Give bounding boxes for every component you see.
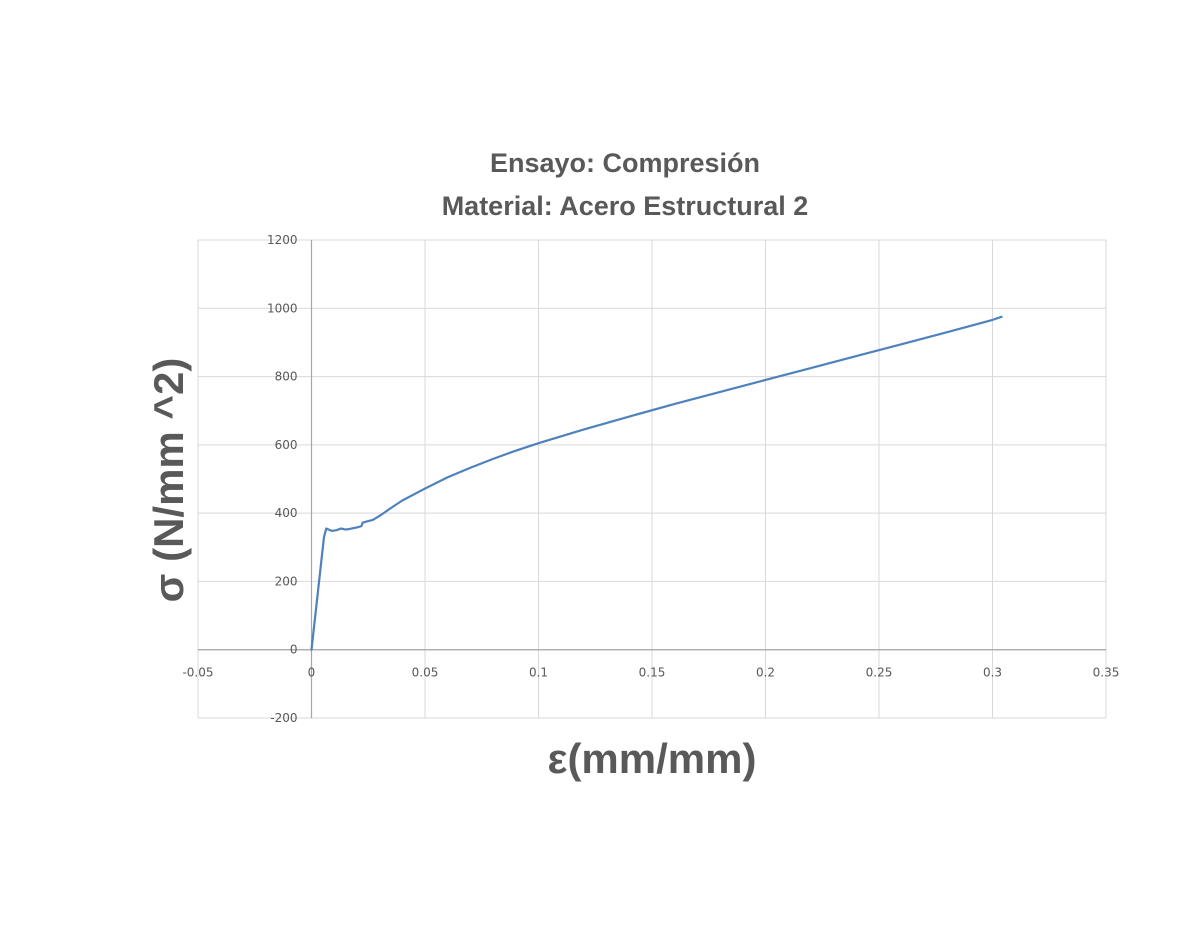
chart-title-line-2: Material: Acero Estructural 2 bbox=[442, 191, 809, 221]
y-tick-label: 1000 bbox=[267, 301, 298, 315]
x-tick-label: 0.1 bbox=[529, 666, 548, 680]
x-tick-label: 0.25 bbox=[866, 666, 893, 680]
y-tick-label: 1200 bbox=[267, 233, 298, 247]
x-axis-title: ε(mm/mm) bbox=[548, 735, 757, 782]
y-tick-label: 600 bbox=[275, 438, 298, 452]
chart-title-line-1: Ensayo: Compresión bbox=[490, 148, 760, 178]
y-axis-title: σ (N/mm ^2) bbox=[145, 358, 192, 603]
series-layer bbox=[310, 315, 1003, 651]
x-tick-label: 0.2 bbox=[756, 666, 775, 680]
series-line bbox=[310, 315, 1003, 651]
x-tick-label: 0 bbox=[308, 666, 316, 680]
y-tick-label: 800 bbox=[275, 370, 298, 384]
x-tick-label: 0.15 bbox=[639, 666, 666, 680]
y-tick-label: 0 bbox=[290, 643, 298, 657]
y-tick-label: -200 bbox=[270, 711, 297, 725]
y-tick-label: 400 bbox=[275, 506, 298, 520]
x-tick-label: 0.05 bbox=[412, 666, 439, 680]
x-tick-label: 0.3 bbox=[983, 666, 1002, 680]
y-tick-label: 200 bbox=[275, 574, 298, 588]
tick-labels: -0.05 0 0.05 0.1 0.15 0.2 0.25 0.3 0.35 -200 0 200 4… bbox=[182, 233, 1119, 725]
x-tick-label: 0.35 bbox=[1093, 666, 1120, 680]
axes bbox=[198, 240, 1106, 718]
x-tick-label: -0.05 bbox=[182, 666, 213, 680]
grid-lines bbox=[197, 239, 1107, 719]
